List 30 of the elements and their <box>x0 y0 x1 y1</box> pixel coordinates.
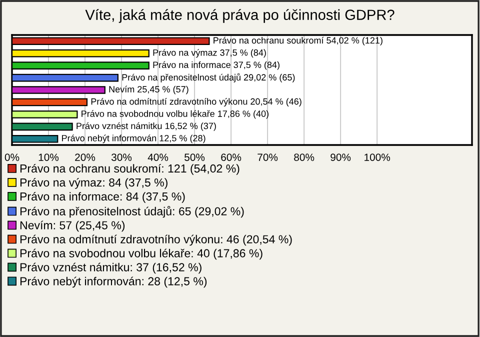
data-label: Právo na odmítnutí zdravotního výkonu 20,54 % (46) <box>91 98 302 106</box>
legend-label: Právo na ochranu soukromí: 121 (54,02 %) <box>20 164 240 175</box>
x-tick-label: 100% <box>364 154 390 161</box>
legend-label: Právo na přenositelnost údajů: 65 (29,02 %) <box>20 206 244 218</box>
x-tick-label: 70% <box>258 154 278 161</box>
x-tick-label: 80% <box>294 154 314 161</box>
x-tick-label: 60% <box>221 154 242 161</box>
x-tick-label: 10% <box>38 154 59 161</box>
data-label: Právo vznést námitku 16,52 % (37) <box>76 122 216 131</box>
data-label: Právo na výmaz 37,5 % (84) <box>153 49 266 58</box>
legend-label: Právo na odmítnutí zdravotního výkonu: 46 (20,54 %) <box>20 234 292 246</box>
data-label: Právo na informace 37,5 % (84) <box>153 61 280 70</box>
data-label: Nevím 25,45 % (57) <box>109 86 188 94</box>
x-tick-label: 40% <box>148 154 168 161</box>
data-label: Právo na ochranu soukromí 54,02 % (121) <box>214 36 382 46</box>
legend-label: Nevím: 57 (25,45 %) <box>20 220 125 232</box>
x-tick-label: 0% <box>4 154 20 161</box>
x-tick-label: 20% <box>75 154 96 161</box>
legend-label: Právo na výmaz: 84 (37,5 %) <box>20 178 168 189</box>
x-tick-label: 30% <box>111 154 132 161</box>
legend-label: Právo vznést námitku: 37 (16,52 %) <box>20 262 202 274</box>
data-label: Právo na přenositelnost údajů 29,02 % (65) <box>122 73 295 82</box>
x-tick-label: 90% <box>330 154 351 161</box>
data-label: Právo nebýt informován 12,5 % (28) <box>62 134 206 144</box>
legend-label: Právo nebýt informován: 28 (12,5 %) <box>20 276 207 288</box>
data-label: Právo na svobodnou volbu lékaře 17,86 % (40) <box>82 110 268 119</box>
chart-title: Víte, jaká máte nová práva po účinnosti GDPR? <box>85 9 394 23</box>
x-tick-label: 50% <box>184 154 205 161</box>
legend-label: Právo na informace: 84 (37,5 %) <box>20 192 185 203</box>
legend-label: Právo na svobodnou volbu lékaře: 40 (17,86 %) <box>20 248 262 260</box>
